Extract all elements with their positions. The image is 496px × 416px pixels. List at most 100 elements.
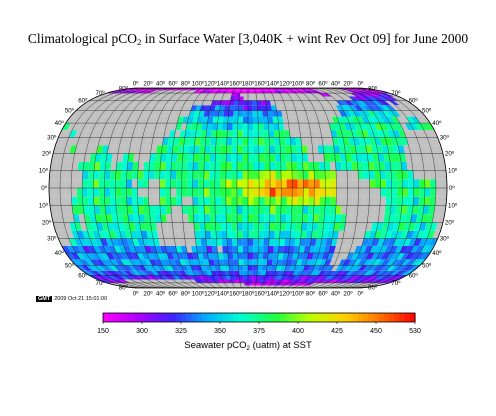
colorbar-swatch — [275, 313, 281, 322]
land-cell — [346, 206, 352, 215]
colorbar-swatch — [368, 313, 374, 322]
ocean-cell — [176, 179, 182, 188]
ocean-cell — [233, 117, 238, 124]
ocean-cell — [291, 145, 297, 153]
ocean-cell — [369, 171, 375, 180]
ocean-cell — [210, 206, 216, 215]
land-cell — [435, 197, 441, 206]
ocean-cell — [71, 197, 77, 206]
land-cell — [149, 188, 155, 197]
ocean-cell — [295, 231, 301, 239]
ocean-cell — [182, 206, 188, 215]
ocean-cell — [243, 138, 248, 146]
ocean-cell — [237, 154, 243, 162]
ocean-cell — [221, 231, 227, 239]
ocean-cell — [132, 197, 138, 206]
lat-label-left: 20º — [42, 220, 52, 227]
ocean-cell — [252, 101, 257, 106]
ocean-cell — [248, 90, 252, 93]
ocean-cell — [221, 223, 227, 231]
ocean-cell — [144, 162, 150, 171]
ocean-cell — [264, 145, 270, 153]
ocean-cell — [155, 162, 161, 171]
ocean-cell — [132, 171, 138, 180]
colorbar-tick-label: 350 — [214, 328, 226, 335]
land-cell — [342, 171, 348, 180]
land-cell — [66, 197, 72, 206]
lat-label-right: 40º — [432, 250, 442, 257]
ocean-cell — [226, 171, 232, 180]
ocean-cell — [323, 223, 329, 231]
ocean-cell — [357, 162, 363, 171]
colorbar-ticks: 150 300 325 350 375 400 425 450 530 — [0, 328, 496, 338]
ocean-cell — [138, 197, 144, 206]
ocean-cell — [248, 276, 252, 280]
ocean-cell — [330, 206, 336, 215]
land-cell — [55, 171, 61, 180]
ocean-cell — [226, 214, 232, 222]
ocean-cell — [193, 171, 199, 180]
ocean-cell — [204, 154, 210, 162]
colorbar-swatch — [342, 313, 348, 322]
ocean-cell — [243, 123, 248, 130]
ocean-cell — [233, 259, 238, 265]
ocean-cell — [269, 138, 275, 146]
ocean-cell — [257, 101, 262, 106]
ocean-cell — [244, 89, 248, 91]
lon-label-top: 80º — [306, 81, 316, 88]
land-cell — [375, 188, 381, 197]
ocean-cell — [121, 179, 127, 188]
ocean-cell — [228, 259, 233, 265]
ocean-cell — [237, 206, 243, 215]
lon-label-top: 120º — [204, 81, 217, 88]
ocean-cell — [276, 197, 282, 206]
ocean-cell — [386, 179, 392, 188]
ocean-cell — [138, 206, 144, 215]
ocean-cell — [193, 154, 199, 162]
ocean-cell — [302, 223, 308, 231]
land-cell — [441, 179, 447, 188]
ocean-cell — [176, 188, 182, 197]
ocean-cell — [144, 214, 150, 222]
colorbar-tick-label: 530 — [409, 328, 421, 335]
land-cell — [187, 197, 193, 206]
ocean-cell — [287, 179, 293, 188]
ocean-cell — [149, 206, 155, 215]
ocean-cell — [215, 214, 221, 222]
ocean-cell — [301, 231, 307, 239]
ocean-cell — [238, 105, 243, 110]
ocean-cell — [110, 179, 116, 188]
ocean-cell — [263, 117, 268, 124]
ocean-cell — [126, 179, 132, 188]
ocean-cell — [292, 179, 298, 188]
ocean-cell — [205, 223, 211, 231]
ocean-cell — [193, 179, 199, 188]
ocean-cell — [237, 145, 242, 153]
ocean-cell — [248, 259, 253, 265]
ocean-cell — [127, 206, 133, 215]
colorbar-swatch — [165, 313, 171, 322]
lat-label-right: 30º — [440, 236, 450, 243]
colorbar-swatch — [238, 313, 244, 322]
ocean-cell — [259, 231, 265, 239]
ocean-cell — [368, 162, 374, 171]
lon-label-top: 160º — [229, 81, 242, 88]
land-cell — [177, 206, 183, 215]
ocean-cell — [171, 179, 177, 188]
land-cell — [71, 188, 77, 197]
land-cell — [55, 179, 61, 188]
ocean-cell — [232, 154, 238, 162]
colorbar-label: Seawater pCO2 (uatm) at SST — [0, 340, 496, 352]
land-cell — [172, 214, 178, 222]
colorbar-swatch — [389, 313, 395, 322]
land-cell — [347, 179, 353, 188]
ocean-cell — [237, 214, 243, 222]
ocean-cell — [286, 223, 292, 231]
ocean-cell — [193, 206, 199, 215]
colorbar-swatch — [150, 313, 156, 322]
ocean-cell — [187, 188, 193, 197]
ocean-cell — [314, 197, 320, 206]
ocean-cell — [99, 197, 105, 206]
ocean-cell — [286, 145, 292, 153]
ocean-cell — [270, 179, 276, 188]
